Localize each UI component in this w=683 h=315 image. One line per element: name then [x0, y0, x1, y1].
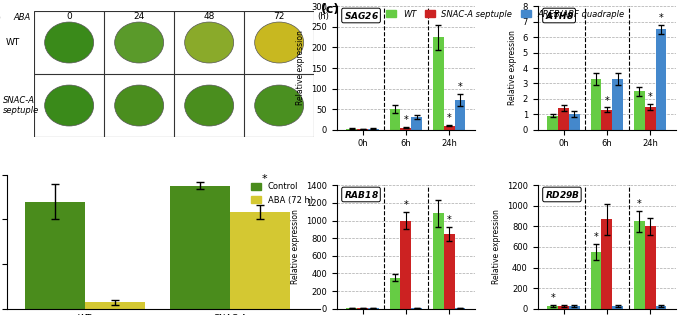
Text: ABA: ABA: [13, 14, 31, 22]
Ellipse shape: [44, 22, 94, 63]
Bar: [602, 110, 612, 130]
Text: $\bfit{RAB18}$: $\bfit{RAB18}$: [344, 189, 378, 200]
Ellipse shape: [184, 22, 234, 63]
Text: *: *: [447, 215, 451, 225]
Text: 48: 48: [204, 12, 215, 21]
Text: *: *: [262, 174, 268, 184]
Bar: [411, 308, 422, 309]
Ellipse shape: [44, 85, 94, 126]
Text: SNAC-A
septuple: SNAC-A septuple: [3, 96, 39, 115]
Text: *: *: [594, 232, 598, 242]
Bar: [455, 308, 465, 309]
Bar: [444, 234, 455, 309]
Y-axis label: Relative expression: Relative expression: [292, 209, 301, 284]
Bar: [547, 116, 558, 130]
Text: *: *: [637, 199, 642, 209]
Bar: [634, 91, 645, 130]
Bar: [569, 306, 580, 309]
Ellipse shape: [115, 22, 164, 63]
Bar: [357, 129, 368, 130]
Bar: [569, 114, 580, 130]
Bar: [85, 302, 145, 309]
Text: *: *: [658, 13, 663, 23]
Bar: [169, 186, 230, 309]
Text: *: *: [550, 293, 555, 303]
Text: *: *: [447, 113, 451, 123]
Text: $\bfit{RD29B}$: $\bfit{RD29B}$: [544, 189, 579, 200]
Bar: [634, 221, 645, 309]
Bar: [612, 306, 623, 309]
Bar: [444, 126, 455, 130]
Bar: [390, 109, 400, 130]
Ellipse shape: [115, 85, 164, 126]
Ellipse shape: [184, 85, 234, 126]
Bar: [602, 219, 612, 309]
Bar: [346, 129, 357, 130]
Ellipse shape: [255, 22, 304, 63]
Text: (a): (a): [0, 13, 2, 26]
Bar: [547, 306, 558, 309]
Bar: [390, 278, 400, 309]
Bar: [400, 128, 411, 130]
Text: 24: 24: [134, 12, 145, 21]
Bar: [25, 202, 85, 309]
Y-axis label: Relative expression: Relative expression: [296, 31, 305, 106]
Text: *: *: [647, 92, 652, 102]
Y-axis label: Relative expression: Relative expression: [508, 31, 517, 106]
Bar: [346, 308, 357, 309]
Text: *: *: [404, 200, 408, 210]
Text: (h): (h): [318, 12, 330, 21]
Text: $\bfit{SAG26}$: $\bfit{SAG26}$: [344, 10, 378, 21]
Bar: [433, 37, 444, 130]
Text: *: *: [404, 115, 408, 125]
Text: (c): (c): [321, 3, 340, 16]
Text: $\bfit{ATH8}$: $\bfit{ATH8}$: [544, 10, 574, 21]
Bar: [455, 100, 465, 130]
Bar: [357, 308, 368, 309]
Bar: [591, 79, 602, 130]
Bar: [368, 129, 379, 130]
Bar: [558, 306, 569, 309]
Bar: [591, 252, 602, 309]
Text: 72: 72: [273, 12, 285, 21]
Bar: [400, 220, 411, 309]
Bar: [645, 106, 656, 130]
Ellipse shape: [255, 85, 304, 126]
Legend: Control, ABA (72 h): Control, ABA (72 h): [248, 179, 316, 208]
Text: *: *: [604, 96, 609, 106]
Text: WT: WT: [6, 38, 20, 47]
Bar: [368, 308, 379, 309]
Text: *: *: [458, 82, 462, 92]
Legend: WT, SNAC-A septuple, AREB/ABF quadraple: WT, SNAC-A septuple, AREB/ABF quadraple: [383, 6, 628, 22]
Bar: [645, 226, 656, 309]
Bar: [558, 108, 569, 130]
Bar: [656, 306, 667, 309]
Y-axis label: Relative expression: Relative expression: [492, 209, 501, 284]
Bar: [612, 79, 623, 130]
Bar: [230, 212, 290, 309]
Bar: [433, 214, 444, 309]
Bar: [656, 29, 667, 130]
Text: 0: 0: [66, 12, 72, 21]
Bar: [411, 117, 422, 130]
